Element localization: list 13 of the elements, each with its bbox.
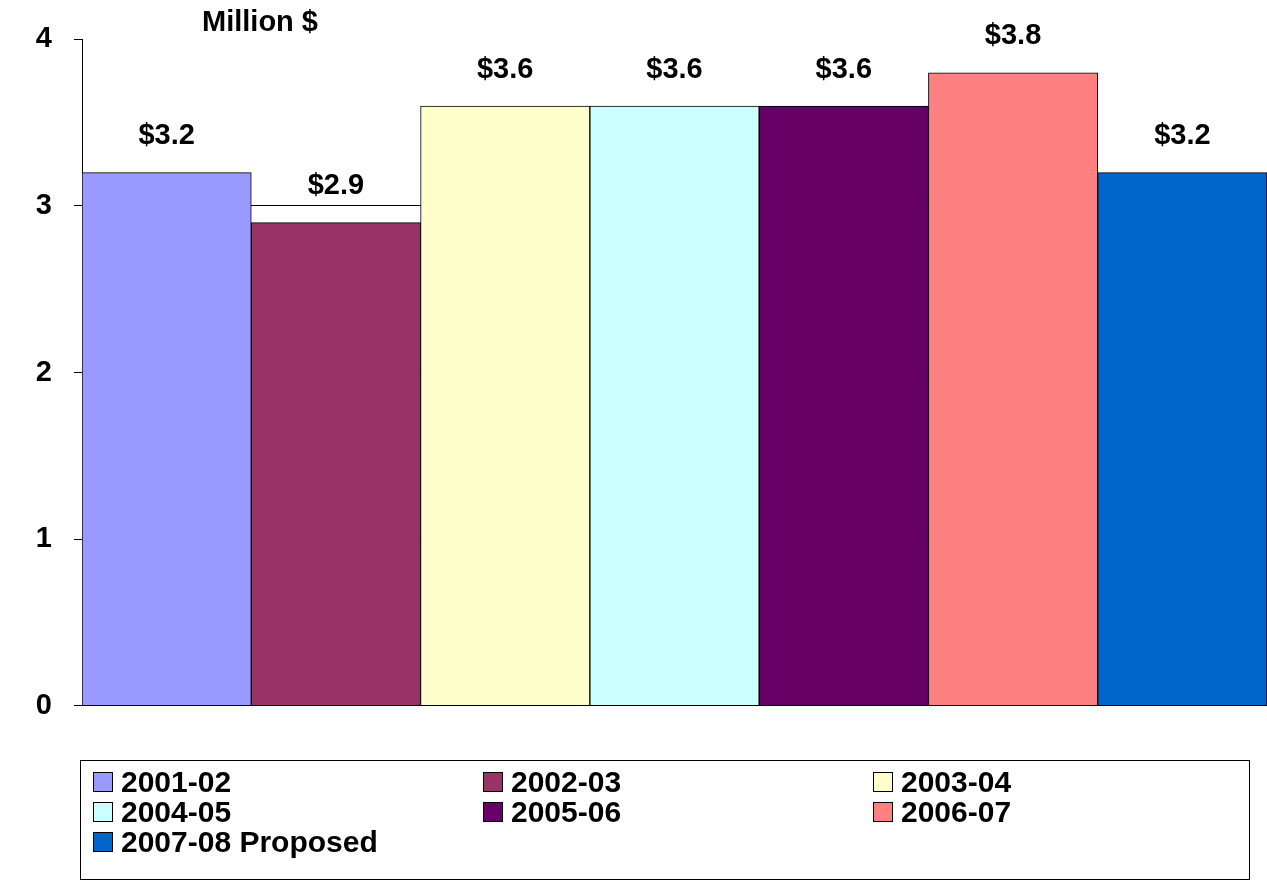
y-tick-label: 0 — [35, 687, 52, 720]
data-label: $3.6 — [815, 51, 873, 84]
data-label: $2.9 — [307, 168, 365, 201]
y-axis-title: Million $ — [202, 4, 318, 37]
y-tick-label: 2 — [35, 354, 52, 387]
data-label: $3.8 — [984, 18, 1042, 51]
data-label: $3.2 — [1154, 118, 1211, 151]
y-tick-label: 4 — [35, 21, 52, 54]
y-tick-label: 3 — [35, 187, 52, 220]
y-tick-label: 1 — [35, 521, 52, 554]
data-label: $3.6 — [646, 51, 703, 84]
data-label: $3.6 — [476, 51, 534, 84]
data-label: $3.2 — [138, 118, 195, 151]
